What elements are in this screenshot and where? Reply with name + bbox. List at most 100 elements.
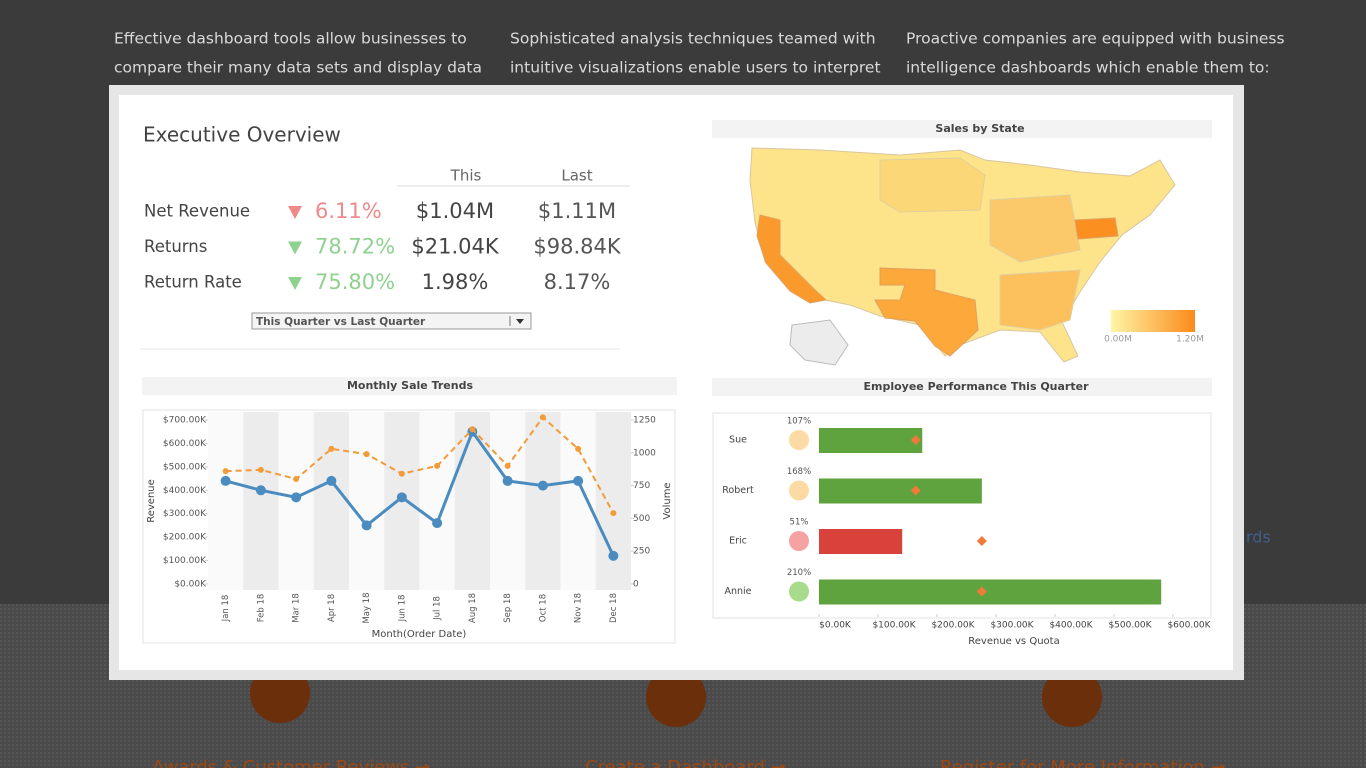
column-header: This <box>450 167 482 185</box>
column-band <box>454 412 490 590</box>
point <box>222 468 229 475</box>
point <box>361 520 372 531</box>
intro-text: intelligence dashboards which enable the… <box>906 59 1270 77</box>
column-band <box>595 412 631 590</box>
this-value: 1.98% <box>422 270 489 294</box>
y2-tick-label: 0 <box>633 580 639 590</box>
row-label: Returns <box>144 237 207 256</box>
point <box>328 445 335 452</box>
category-label: Annie <box>724 586 751 597</box>
alaska <box>789 319 849 366</box>
change-arrow <box>288 206 302 219</box>
bar <box>819 529 903 554</box>
intro-text: compare their many data sets and display… <box>114 59 482 77</box>
change: 6.11% <box>315 199 382 223</box>
bar <box>819 579 1162 605</box>
row-label: Net Revenue <box>144 202 250 221</box>
point <box>398 470 405 477</box>
column-header: Last <box>561 167 592 185</box>
series-line <box>225 415 615 514</box>
point <box>469 426 476 433</box>
point <box>537 480 548 491</box>
series-line <box>225 428 615 557</box>
column-band <box>243 412 279 590</box>
y-tick-label: $0.00K <box>174 580 207 590</box>
bar <box>819 428 923 453</box>
attainment-dot <box>789 531 809 551</box>
column-band <box>313 412 349 590</box>
point <box>504 462 511 469</box>
attainment-dot <box>789 581 809 602</box>
point <box>610 510 617 517</box>
x-tick-label: $200.00K <box>931 621 975 631</box>
x-tick-label: Apr 18 <box>327 594 337 622</box>
icon <box>1042 667 1102 727</box>
x-tick-label: May 18 <box>362 592 372 623</box>
legend-label: 1.20M <box>1176 335 1204 345</box>
y2-tick-label: 1250 <box>633 416 656 426</box>
intro-text: rds <box>1246 528 1271 547</box>
chart-title: Employee Performance This Quarter <box>864 380 1090 393</box>
panel-header <box>712 378 1212 396</box>
attainment-label: 210% <box>787 568 811 578</box>
point <box>573 475 584 486</box>
point <box>326 475 337 486</box>
overview: Executive Overview This Last Net Revenue 6.1… <box>140 123 630 350</box>
chart-title: Monthly Sale Trends <box>347 379 473 392</box>
point <box>255 485 266 496</box>
x-tick-label: $400.00K <box>1049 621 1093 631</box>
legend-label: 0.00M <box>1104 335 1132 345</box>
point <box>293 476 300 483</box>
quota-marker <box>976 536 987 546</box>
attainment-label: 107% <box>787 417 811 427</box>
state <box>874 267 979 357</box>
link[interactable]: Awards & Customer Reviews → <box>152 757 430 768</box>
y-tick-label: $300.00K <box>163 509 207 519</box>
panel-header <box>142 377 677 395</box>
x-tick-label: Jul 18 <box>433 596 443 621</box>
quota-marker <box>976 586 987 597</box>
quota-marker <box>910 485 921 496</box>
point <box>434 462 441 469</box>
category-label: Eric <box>729 536 747 547</box>
x-tick-label: Aug 18 <box>468 593 478 623</box>
point <box>291 492 302 503</box>
point <box>363 451 370 458</box>
last-value: $98.84K <box>533 235 621 259</box>
dropdown[interactable] <box>251 312 532 330</box>
this-value: $21.04K <box>411 235 499 259</box>
link[interactable]: Register for More Information → <box>940 757 1226 768</box>
employee-chart: Employee Performance This Quarter Sue 107%… <box>712 378 1212 647</box>
x-tick-label: $0.00K <box>819 621 852 631</box>
attainment-dot <box>789 430 809 450</box>
state-region <box>989 194 1081 263</box>
x-axis-label: Month(Order Date) <box>372 629 467 640</box>
y2-tick-label: 1000 <box>633 448 656 458</box>
y-tick-label: $200.00K <box>163 533 207 543</box>
point <box>432 518 443 529</box>
title: Executive Overview <box>143 123 341 147</box>
attainment-label: 168% <box>787 467 811 477</box>
map-panel: Sales by State 0.00M 1.20M <box>712 120 1212 366</box>
point <box>220 475 231 486</box>
state <box>756 214 828 304</box>
point <box>539 414 546 421</box>
background-content: Effective dashboard tools allow business… <box>114 30 1285 768</box>
this-value: $1.04M <box>416 199 494 223</box>
y-tick-label: $600.00K <box>163 439 207 449</box>
x-tick-label: Sep 18 <box>503 593 513 623</box>
category-label: Robert <box>722 485 754 496</box>
intro-text: Proactive companies are equipped with bu… <box>906 30 1285 48</box>
link[interactable]: Create a Dashboard → <box>585 757 786 768</box>
x-tick-label: Oct 18 <box>538 594 548 622</box>
change-arrow <box>288 277 302 290</box>
quota-marker <box>910 435 921 445</box>
state-region <box>999 269 1081 331</box>
y-tick-label: $700.00K <box>163 416 207 426</box>
x-tick-label: $500.00K <box>1108 621 1152 631</box>
last-value: $1.11M <box>538 199 616 223</box>
intro-text: Effective dashboard tools allow business… <box>114 30 467 48</box>
intro-text: Sophisticated analysis techniques teamed… <box>510 30 876 48</box>
y2-tick-label: 750 <box>633 481 650 491</box>
